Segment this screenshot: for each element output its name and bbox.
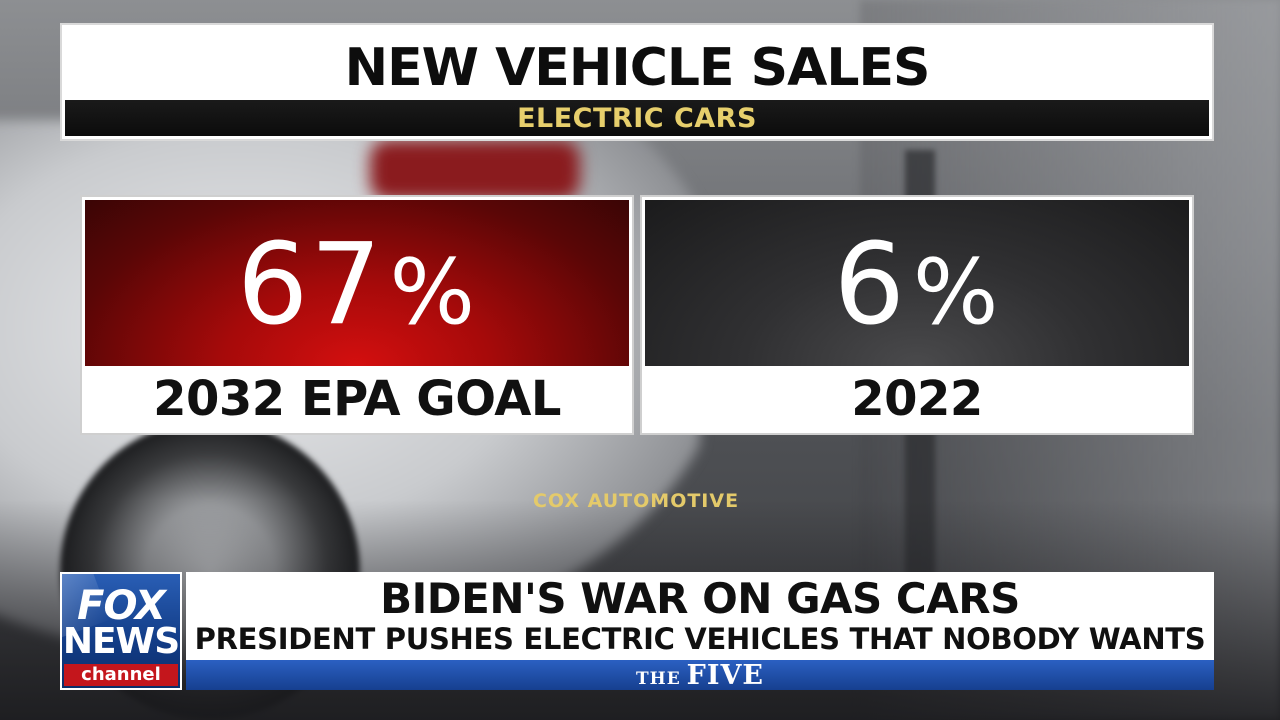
logo-fox-text: FOX xyxy=(77,583,166,629)
stat-value: 67% xyxy=(85,210,629,360)
show-name: THE FIVE xyxy=(186,660,1214,695)
show-title: FIVE xyxy=(686,660,764,691)
stat-panel-epa-goal: 67% 2032 EPA GOAL xyxy=(82,197,632,433)
background-taillight xyxy=(370,140,580,200)
stat-value: 6% xyxy=(645,210,1189,360)
graphic-title: NEW VEHICLE SALES xyxy=(344,38,931,98)
stat-label: 2022 xyxy=(851,371,983,427)
title-banner: NEW VEHICLE SALES ELECTRIC CARS xyxy=(62,25,1212,139)
stat-label: 2032 EPA GOAL xyxy=(153,371,561,427)
source-credit: COX AUTOMOTIVE xyxy=(532,490,740,512)
show-prefix: THE xyxy=(636,669,681,689)
subtitle-bar: ELECTRIC CARS xyxy=(65,100,1209,136)
stat-number: 6 xyxy=(833,220,907,350)
lower-third-box: BIDEN'S WAR ON GAS CARS PRESIDENT PUSHES… xyxy=(186,572,1214,660)
graphic-subtitle: ELECTRIC CARS xyxy=(517,103,757,134)
stat-number: 67 xyxy=(236,220,384,350)
stat-value-area: 6% xyxy=(645,200,1189,366)
logo-channel-text: channel xyxy=(64,664,178,686)
stat-value-area: 67% xyxy=(85,200,629,366)
stat-unit: % xyxy=(912,240,1001,345)
stat-panel-2022: 6% 2022 xyxy=(642,197,1192,433)
show-name-bar: THE FIVE xyxy=(186,660,1214,691)
chyron-subheadline: PRESIDENT PUSHES ELECTRIC VEHICLES THAT … xyxy=(194,622,1206,656)
fox-news-logo: FOX NEWS channel xyxy=(60,572,182,690)
logo-news-text: NEWS xyxy=(62,621,180,662)
stat-unit: % xyxy=(389,240,478,345)
chyron-headline: BIDEN'S WAR ON GAS CARS xyxy=(380,574,1020,623)
